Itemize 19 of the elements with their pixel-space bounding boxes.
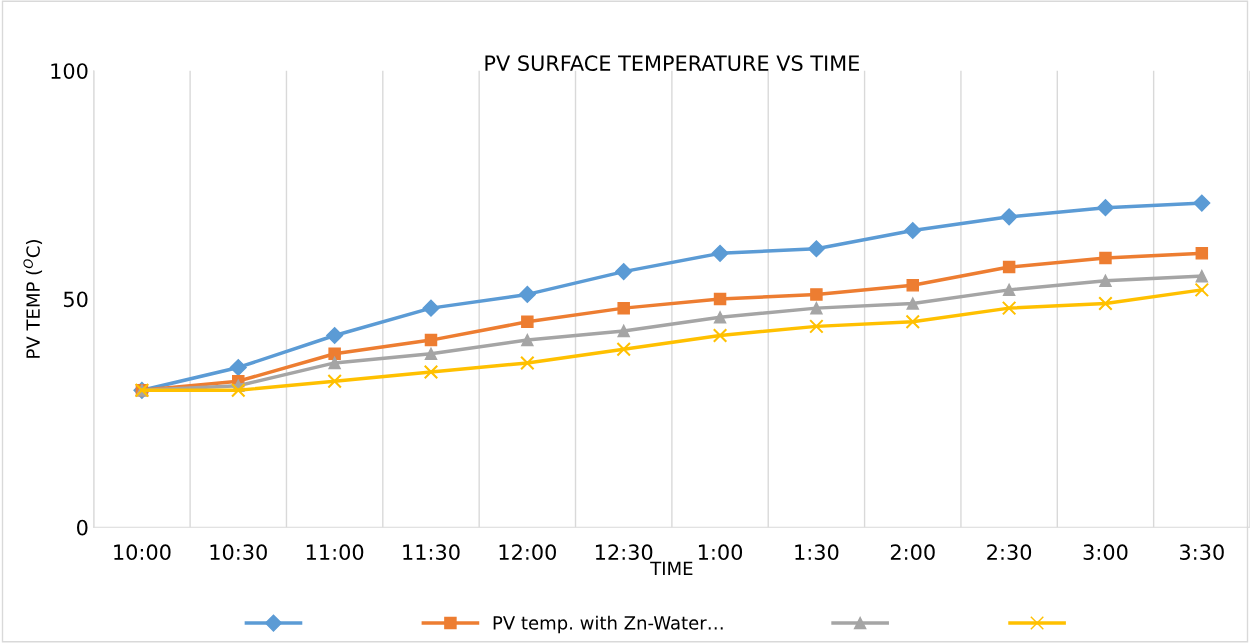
y-axis-title: PV TEMP ($^{O}$C) [23, 240, 43, 358]
x-tick-label: 11:30 [403, 544, 460, 561]
x-tick-label: 10:30 [210, 544, 267, 561]
x-tick-label: 12:00 [499, 544, 556, 561]
x-tick-label: 11:00 [306, 544, 364, 561]
y-tick-label: 0 [77, 519, 88, 536]
x-tick-label: 1:00 [698, 544, 743, 561]
x-tick-label: 12:30 [595, 544, 653, 561]
x-tick-label: 3:00 [1083, 544, 1128, 561]
legend-label: PV temp. with Zn-Water… [493, 615, 723, 634]
x-axis-title: TIME [650, 561, 693, 576]
chart-title: PV SURFACE TEMPERATURE VS TIME [485, 55, 859, 72]
x-tick-label: 10:00 [114, 544, 171, 561]
x-tick-label: 3:30 [1180, 544, 1224, 561]
x-tick-label: 2:00 [890, 544, 935, 561]
x-tick-label: 1:30 [795, 544, 839, 561]
x-tick-label: 2:30 [987, 544, 1032, 561]
y-tick-label: 100 [51, 63, 88, 79]
y-tick-label: 50 [63, 291, 88, 308]
